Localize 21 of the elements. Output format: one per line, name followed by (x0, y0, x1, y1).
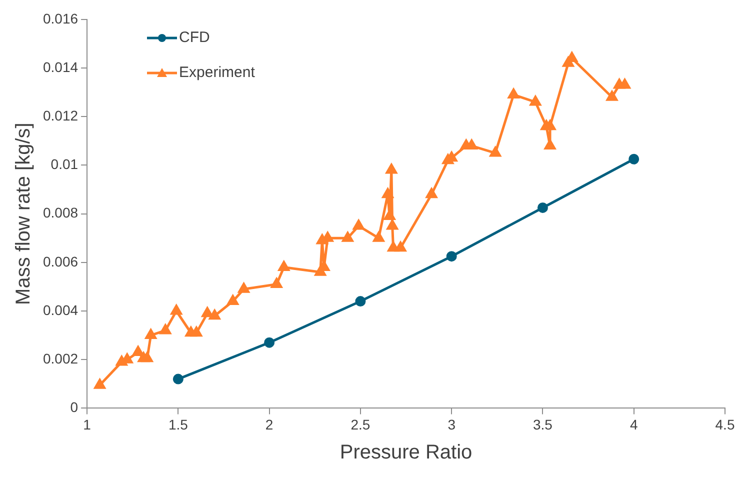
y-tick-label: 0 (70, 399, 78, 416)
x-tick-label: 4 (630, 416, 638, 432)
y-tick-label: 0.012 (42, 107, 78, 124)
x-tick-label: 3 (448, 416, 456, 432)
y-tick-label: 0.002 (42, 350, 78, 366)
y-axis-title: Mass flow rate [kg/s] (12, 122, 35, 305)
y-tick-label: 0.014 (42, 58, 78, 75)
y-tick-label: 0.008 (42, 204, 78, 221)
y-tick-label: 0.006 (42, 253, 78, 270)
y-tick-label: 0.004 (42, 302, 78, 318)
x-tick-label: 3.5 (532, 416, 553, 432)
x-axis-title: Pressure Ratio (340, 442, 472, 464)
x-tick-label: 1 (83, 416, 92, 432)
legend-label: Experiment (179, 64, 255, 82)
legend-label: CFD (179, 29, 210, 46)
x-tick-label: 4.5 (715, 416, 735, 432)
y-tick-label: 0.01 (50, 156, 78, 172)
x-tick-label: 1.5 (168, 416, 188, 432)
y-tick-label: 0.016 (42, 10, 78, 26)
x-tick-label: 2 (265, 416, 274, 432)
x-tick-label: 2.5 (350, 416, 370, 432)
